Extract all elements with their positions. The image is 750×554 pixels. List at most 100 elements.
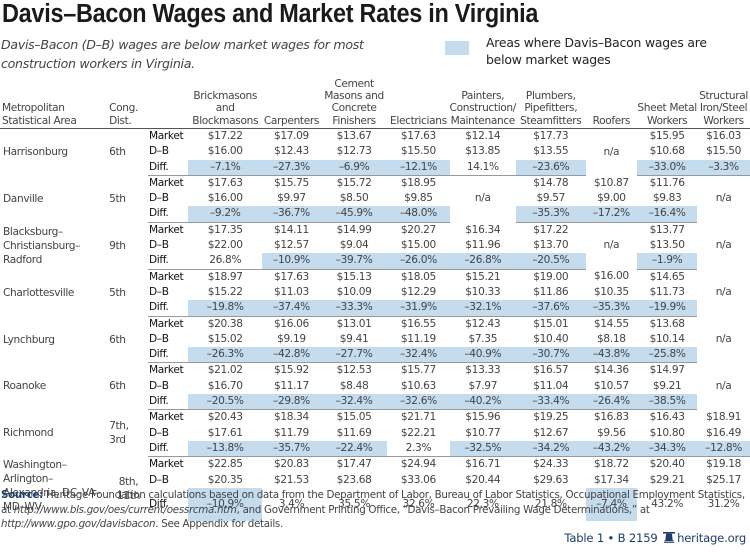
diff-cell: –42.8%	[262, 347, 321, 364]
subtitle: Davis–Bacon (D–B) wages are below market…	[1, 37, 364, 71]
market-cell: $18.97	[207, 270, 243, 283]
market-cell: $15.21	[465, 270, 501, 283]
table-row: Lynchburg 6th Market $20.38 $16.06 $13.01 $16.…	[0, 316, 750, 346]
table-row: Diff. –10.9% 3.4% 35.5% 32.6% 22.3% 21.8% –7.4%…	[0, 487, 750, 521]
row-label: Diff.	[147, 159, 189, 176]
row-label: Market	[148, 458, 184, 471]
source-link[interactable]: http://www.bls.gov/oes/current/oessrcma.…	[13, 503, 237, 516]
diff-cell: –32.1%	[449, 300, 517, 317]
market-cell: $13.33	[465, 364, 501, 377]
db-cell: $12.57	[273, 239, 309, 252]
table-row: Harrisonburg 6th Market $17.22 $17.09 $13.67 $…	[0, 129, 750, 158]
source-text: , and Government Printing Office, “Davis…	[236, 503, 650, 516]
table-row: Diff. –13.8% –35.7% –22.4% 2.3% –32.5% –34.2% –…	[0, 440, 750, 458]
db-cell: $11.73	[649, 285, 685, 298]
diff-cell: –34.3%	[637, 440, 698, 458]
source-text: . See Appendix for details.	[155, 518, 283, 530]
diff-cell: –40.9%	[449, 347, 517, 364]
area-name: Lynchburg	[3, 333, 55, 346]
db-cell: $10.68	[649, 145, 685, 158]
cong-district: 6th	[109, 146, 126, 159]
db-cell: $11.79	[273, 426, 309, 439]
db-cell: $11.03	[273, 285, 309, 298]
market-cell: $18.95	[400, 176, 436, 189]
db-cell: $10.35	[593, 285, 629, 298]
table-row: D–B $15.02 $9.19 $9.41 $11.19 $7.35 $10.40 $8.1…	[0, 332, 750, 347]
diff-cell: –3.3%	[697, 159, 750, 176]
diff-cell: –40.2%	[449, 394, 517, 411]
diff-cell: –19.9%	[637, 300, 698, 317]
market-cell: $13.67	[336, 130, 372, 142]
area-name: Harrisonburg	[3, 146, 68, 159]
market-cell: $19.18	[706, 458, 742, 471]
db-cell: $11.19	[400, 332, 436, 345]
table-row: Diff. –19.8% –37.4% –33.3% –31.9% –32.1% –37.6…	[0, 300, 750, 317]
market-cell: $17.35	[207, 223, 243, 236]
market-cell: $21.02	[207, 364, 243, 377]
site-link[interactable]: heritage.org	[677, 531, 746, 545]
col-header-trade: Roofers	[592, 114, 631, 127]
diff-cell: –32.6%	[387, 394, 450, 411]
market-cell: $18.72	[593, 458, 629, 471]
diff-cell: 2.3%	[387, 440, 450, 458]
row-label: Market	[148, 364, 184, 377]
market-cell: $20.40	[649, 458, 685, 471]
db-cell: $10.77	[465, 426, 501, 439]
diff-cell: –26.0%	[387, 253, 450, 270]
db-cell: $29.21	[649, 473, 685, 486]
diff-cell: –32.4%	[387, 347, 450, 364]
db-cell: $11.17	[273, 379, 309, 392]
db-cell: $16.00	[207, 192, 243, 205]
col-header-rowlabel	[148, 69, 188, 129]
db-cell: $11.96	[465, 239, 501, 252]
market-cell: $15.96	[465, 411, 501, 424]
diff-cell: –35.3%	[516, 206, 586, 223]
diff-cell: –27.3%	[262, 159, 321, 176]
db-cell: $13.85	[465, 145, 501, 158]
market-cell: $19.25	[533, 411, 569, 424]
col-header-trade: Brickmasons and Blockmasons	[192, 90, 259, 127]
db-cell: $9.83	[652, 192, 682, 205]
diff-cell: –38.5%	[637, 394, 698, 411]
db-cell: $7.97	[468, 379, 498, 392]
diff-cell: 43.2%	[651, 497, 684, 510]
market-cell: $20.38	[207, 317, 243, 330]
market-cell: $14.11	[273, 223, 309, 236]
market-cell: $12.43	[465, 317, 501, 330]
market-cell: $17.22	[533, 223, 569, 236]
market-cell: $16.55	[400, 317, 436, 330]
table-row: Diff. 26.8% –10.9% –39.7% –26.0% –26.8% –20.5%…	[0, 253, 750, 270]
area-name: Blacksburg–Christiansburg–Radford	[3, 225, 81, 266]
cong-district: 9th	[109, 239, 126, 252]
db-cell: $22.00	[207, 239, 243, 252]
col-header-trade: Painters, Construction/ Maintenance	[449, 90, 517, 127]
db-cell: $12.73	[336, 145, 372, 158]
diff-cell: –34.2%	[516, 440, 586, 458]
diff-cell: –20.5%	[516, 253, 586, 270]
db-cell: $13.55	[533, 145, 569, 158]
row-label: Market	[148, 270, 184, 283]
market-cell: $16.57	[533, 364, 569, 377]
source-link[interactable]: http://www.gpo.gov/davisbacon	[1, 518, 156, 530]
table-row: Richmond 7th, 3rd Market $20.43 $18.34 $15.05…	[0, 410, 750, 446]
diff-cell: –12.8%	[697, 440, 750, 458]
diff-cell: –37.4%	[262, 300, 321, 317]
na-cell: n/a	[603, 145, 620, 158]
diff-cell: –10.9%	[188, 487, 263, 521]
market-cell: $20.83	[273, 458, 309, 471]
col-header-msa: Metropolitan Statistical Area	[2, 102, 77, 127]
row-label: D–B	[148, 332, 169, 345]
diff-cell: –10.9%	[262, 253, 321, 270]
footer-credit: Table 1 • B 2159 heritage.org	[564, 531, 746, 545]
area-name: Roanoke	[3, 380, 46, 393]
market-cell: $15.05	[336, 411, 372, 424]
diff-cell: –33.3%	[320, 300, 388, 317]
row-label: Diff.	[147, 253, 189, 270]
market-cell: $15.75	[273, 176, 309, 189]
market-cell: $10.87	[593, 176, 629, 189]
market-cell: $17.63	[273, 270, 309, 283]
market-cell: $15.72	[336, 176, 372, 189]
db-cell: $8.18	[597, 332, 626, 345]
diff-cell: –26.8%	[449, 253, 517, 270]
wage-table: Metropolitan Statistical Area Cong. Dist…	[0, 69, 750, 521]
